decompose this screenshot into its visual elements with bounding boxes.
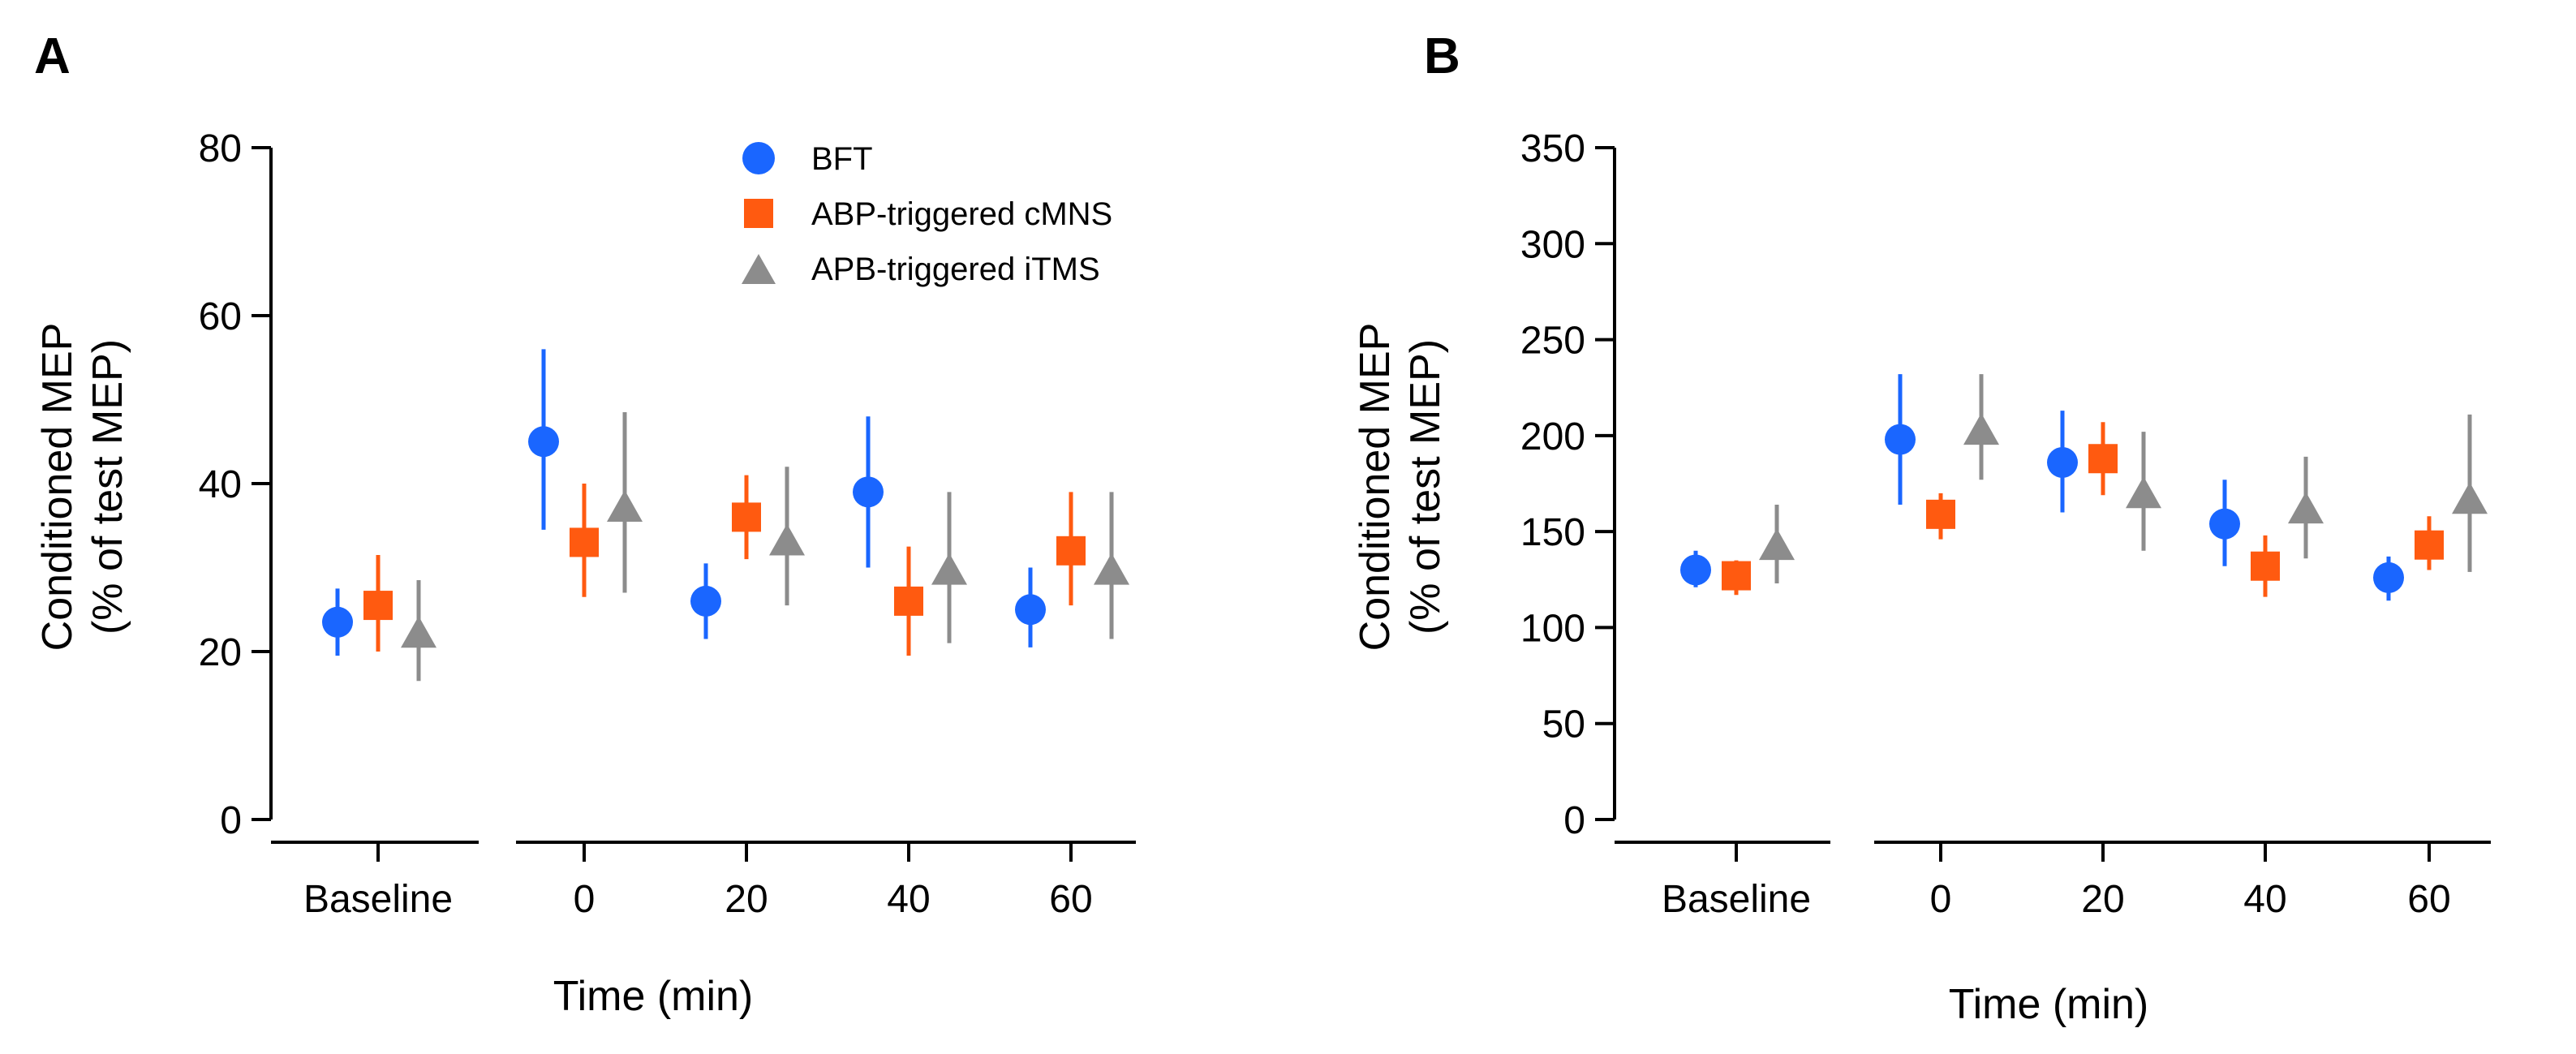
y-tick-label: 350	[1520, 127, 1585, 170]
x-tick-label: 0	[574, 878, 596, 921]
data-point-itms	[2452, 482, 2488, 514]
panel-a-xlabel: Time (min)	[553, 973, 754, 1020]
data-point-cmns	[1722, 561, 1751, 591]
x-tick-label: 20	[2081, 878, 2124, 921]
data-point-itms	[931, 553, 967, 585]
legend: BFT ABP-triggered cMNS APB-triggered iTM…	[742, 141, 1112, 287]
y-tick-label: 200	[1520, 415, 1585, 458]
y-tick-label: 100	[1520, 607, 1585, 650]
panel-letter-a: A	[34, 28, 71, 84]
data-point-bft	[1680, 554, 1711, 586]
data-point-bft	[1885, 424, 1916, 455]
legend-label-itms: APB-triggered iTMS	[811, 252, 1100, 287]
data-point-cmns	[570, 527, 599, 557]
data-point-itms	[1963, 413, 1999, 445]
data-point-cmns	[732, 502, 761, 532]
data-point-bft	[2373, 561, 2404, 593]
y-tick-label: 300	[1520, 223, 1585, 266]
legend-marker-cmns	[744, 199, 773, 228]
y-tick-label: 0	[220, 799, 242, 842]
y-tick-label: 150	[1520, 511, 1585, 554]
panel-b-ylabel-line2: (% of test MEP)	[1402, 339, 1449, 635]
panel-b: B 0 50 100 150 200 250 300 350 Baseline 0 20 40 60 T…	[1352, 28, 2491, 1028]
data-point-bft	[322, 606, 353, 638]
data-point-itms	[401, 616, 437, 648]
data-point-bft	[2209, 508, 2240, 540]
y-tick-label: 20	[199, 631, 242, 674]
y-tick-label: 40	[199, 463, 242, 506]
panel-letter-b: B	[1424, 28, 1460, 84]
panel-a-ylabel-line1: Conditioned MEP	[34, 323, 81, 652]
x-tick-label: 40	[2243, 878, 2286, 921]
data-point-cmns	[2251, 551, 2280, 581]
panel-a: A 0 20 40 60 80 Baseline 0 20 40 60 BFT ABP-trigg…	[34, 28, 1136, 1020]
panel-b-axes: 0 50 100 150 200 250 300 350 Baseline 0 20 40 60	[1520, 127, 2491, 921]
x-tick-label: Baseline	[303, 878, 453, 921]
data-point-bft	[853, 476, 884, 508]
x-tick-label: Baseline	[1662, 878, 1811, 921]
panel-a-axes: 0 20 40 60 80 Baseline 0 20 40 60	[199, 127, 1136, 921]
y-tick-label: 80	[199, 127, 242, 170]
legend-label-cmns: ABP-triggered cMNS	[811, 196, 1112, 232]
data-point-cmns	[1926, 499, 1955, 529]
data-point-bft	[528, 426, 559, 458]
legend-label-bft: BFT	[811, 141, 873, 177]
panel-b-ylabel-line1: Conditioned MEP	[1352, 323, 1399, 652]
data-point-cmns	[894, 586, 923, 616]
y-tick-label: 250	[1520, 320, 1585, 363]
data-point-itms	[2288, 492, 2324, 524]
x-tick-label: 60	[2407, 878, 2450, 921]
data-point-itms	[2126, 476, 2161, 509]
data-point-cmns	[1056, 536, 1086, 566]
data-point-bft	[690, 585, 721, 617]
y-tick-label: 0	[1563, 799, 1585, 842]
x-tick-label: 40	[887, 878, 930, 921]
legend-item-bft: BFT	[742, 141, 873, 177]
data-point-bft	[2047, 446, 2078, 478]
panel-a-ylabel-line2: (% of test MEP)	[84, 339, 131, 635]
data-point-itms	[607, 490, 643, 523]
data-point-itms	[769, 523, 805, 556]
x-tick-label: 0	[1930, 878, 1952, 921]
data-point-bft	[1015, 594, 1046, 626]
panel-b-xlabel: Time (min)	[1949, 981, 2149, 1028]
data-point-itms	[1094, 553, 1129, 585]
x-tick-label: 20	[725, 878, 768, 921]
data-point-cmns	[2415, 530, 2444, 560]
legend-item-itms: APB-triggered iTMS	[742, 252, 1100, 287]
legend-marker-itms	[742, 254, 776, 284]
legend-item-cmns: ABP-triggered cMNS	[744, 196, 1112, 232]
y-tick-label: 50	[1542, 703, 1585, 746]
data-point-cmns	[2088, 444, 2118, 474]
y-tick-label: 60	[199, 295, 242, 338]
data-point-cmns	[363, 591, 393, 621]
legend-marker-bft	[742, 142, 775, 174]
data-point-itms	[1759, 528, 1795, 561]
x-tick-label: 60	[1049, 878, 1092, 921]
